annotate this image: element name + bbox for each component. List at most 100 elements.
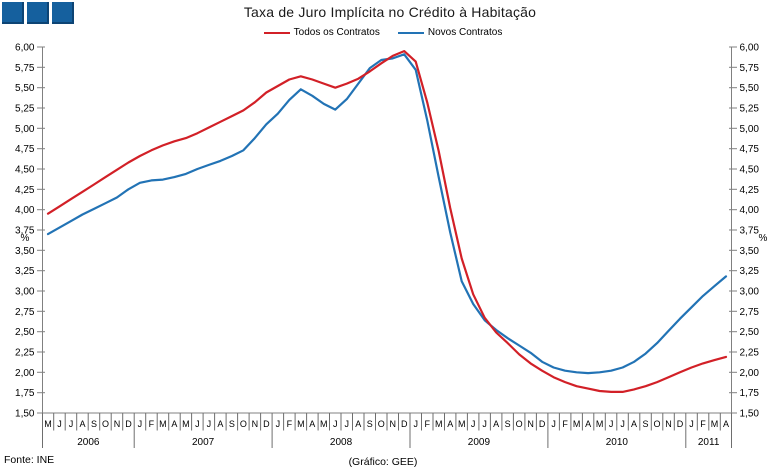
month-label: J bbox=[551, 419, 556, 429]
y-tick-label-left: 5,25 bbox=[15, 104, 35, 115]
legend-line-todos-os-contratos bbox=[263, 31, 290, 34]
month-label: A bbox=[493, 419, 499, 429]
y-tick-label-right: 6,00 bbox=[740, 43, 760, 54]
month-label: A bbox=[723, 419, 729, 429]
month-label: N bbox=[252, 419, 259, 429]
year-label: 2008 bbox=[330, 437, 353, 448]
month-label: J bbox=[195, 419, 200, 429]
month-label: J bbox=[333, 419, 338, 429]
month-label: M bbox=[297, 419, 305, 429]
y-tick-label-left: 2,50 bbox=[15, 327, 35, 338]
y-tick-label-right: 2,75 bbox=[740, 307, 760, 318]
month-label: M bbox=[596, 419, 604, 429]
month-label: J bbox=[609, 419, 614, 429]
y-tick-label-right: 4,75 bbox=[740, 144, 760, 155]
y-tick-label-right: 2,50 bbox=[740, 327, 760, 338]
month-label: M bbox=[711, 419, 719, 429]
y-tick-label-right: 3,50 bbox=[740, 246, 760, 257]
y-axis-unit-left: % bbox=[21, 233, 30, 244]
series-line-todos-os-contratos bbox=[46, 49, 728, 393]
month-label: J bbox=[276, 419, 281, 429]
legend-label-novos-contratos: Novos Contratos bbox=[427, 27, 503, 38]
legend-line-novos-contratos bbox=[397, 31, 424, 34]
month-label: A bbox=[79, 419, 85, 429]
y-tick-label-left: 3,00 bbox=[15, 287, 35, 298]
month-label: J bbox=[138, 419, 143, 429]
month-label: M bbox=[182, 419, 190, 429]
month-label: O bbox=[240, 419, 247, 429]
logo-square bbox=[52, 2, 74, 24]
y-tick-label-right: 1,75 bbox=[740, 388, 760, 399]
source-note: Fonte: INE bbox=[4, 454, 55, 466]
chart-legend: Todos os Contratos Novos Contratos bbox=[0, 27, 780, 38]
y-tick-label-right: 2,00 bbox=[740, 368, 760, 379]
month-label: J bbox=[413, 419, 418, 429]
y-tick-label-right: 4,50 bbox=[740, 165, 760, 176]
y-tick-label-left: 4,75 bbox=[15, 144, 35, 155]
month-label: O bbox=[378, 419, 385, 429]
month-label: M bbox=[435, 419, 443, 429]
year-label: 2011 bbox=[698, 437, 720, 448]
month-label: J bbox=[471, 419, 476, 429]
y-tick-label-left: 5,00 bbox=[15, 124, 35, 135]
month-label: D bbox=[401, 419, 408, 429]
month-label: A bbox=[355, 419, 361, 429]
month-label: S bbox=[643, 419, 649, 429]
legend-label-todos-os-contratos: Todos os Contratos bbox=[293, 27, 380, 38]
month-label: J bbox=[482, 419, 487, 429]
y-tick-label-right: 1,50 bbox=[740, 409, 760, 420]
month-label: D bbox=[677, 419, 684, 429]
month-label: S bbox=[91, 419, 97, 429]
month-label: F bbox=[287, 419, 293, 429]
y-tick-label-left: 1,50 bbox=[15, 409, 35, 420]
month-label: N bbox=[114, 419, 121, 429]
month-label: M bbox=[458, 419, 466, 429]
month-label: A bbox=[585, 419, 591, 429]
y-tick-label-right: 3,75 bbox=[740, 226, 760, 237]
month-label: A bbox=[171, 419, 177, 429]
month-label: O bbox=[654, 419, 661, 429]
month-label: J bbox=[57, 419, 62, 429]
year-label: 2007 bbox=[192, 437, 215, 448]
y-tick-label-right: 2,25 bbox=[740, 348, 760, 359]
y-tick-label-right: 3,25 bbox=[740, 266, 760, 277]
year-label: 2010 bbox=[606, 437, 629, 448]
month-label: N bbox=[389, 419, 396, 429]
month-label: A bbox=[631, 419, 637, 429]
chart-title: Taxa de Juro Implícita no Crédito à Habi… bbox=[243, 4, 537, 20]
y-tick-label-right: 3,00 bbox=[740, 287, 760, 298]
logo-square bbox=[2, 2, 24, 24]
credit-note: (Gráfico: GEE) bbox=[348, 456, 418, 468]
logo-square bbox=[27, 2, 49, 24]
month-label: A bbox=[447, 419, 453, 429]
month-label: D bbox=[125, 419, 132, 429]
month-label: A bbox=[217, 419, 223, 429]
year-label: 2006 bbox=[77, 437, 100, 448]
month-label: S bbox=[229, 419, 235, 429]
y-tick-label-right: 4,25 bbox=[740, 185, 760, 196]
month-label: A bbox=[309, 419, 315, 429]
month-label: M bbox=[159, 419, 167, 429]
y-tick-label-left: 2,00 bbox=[15, 368, 35, 379]
month-label: O bbox=[102, 419, 109, 429]
month-label: J bbox=[689, 419, 694, 429]
month-label: N bbox=[665, 419, 672, 429]
month-label: M bbox=[320, 419, 328, 429]
y-tick-label-left: 4,25 bbox=[15, 185, 35, 196]
y-tick-label-left: 1,75 bbox=[15, 388, 35, 399]
month-label: S bbox=[505, 419, 511, 429]
y-tick-label-left: 5,50 bbox=[15, 83, 35, 94]
y-tick-label-right: 5,25 bbox=[740, 104, 760, 115]
y-tick-label-right: 5,75 bbox=[740, 63, 760, 74]
y-tick-label-left: 4,50 bbox=[15, 165, 35, 176]
month-label: F bbox=[700, 419, 706, 429]
y-tick-label-left: 3,25 bbox=[15, 266, 35, 277]
y-tick-label-left: 6,00 bbox=[15, 43, 35, 54]
y-tick-label-left: 4,00 bbox=[15, 205, 35, 216]
y-tick-label-right: 5,00 bbox=[740, 124, 760, 135]
month-label: S bbox=[367, 419, 373, 429]
month-label: J bbox=[207, 419, 212, 429]
month-label: M bbox=[573, 419, 581, 429]
month-label: F bbox=[149, 419, 155, 429]
